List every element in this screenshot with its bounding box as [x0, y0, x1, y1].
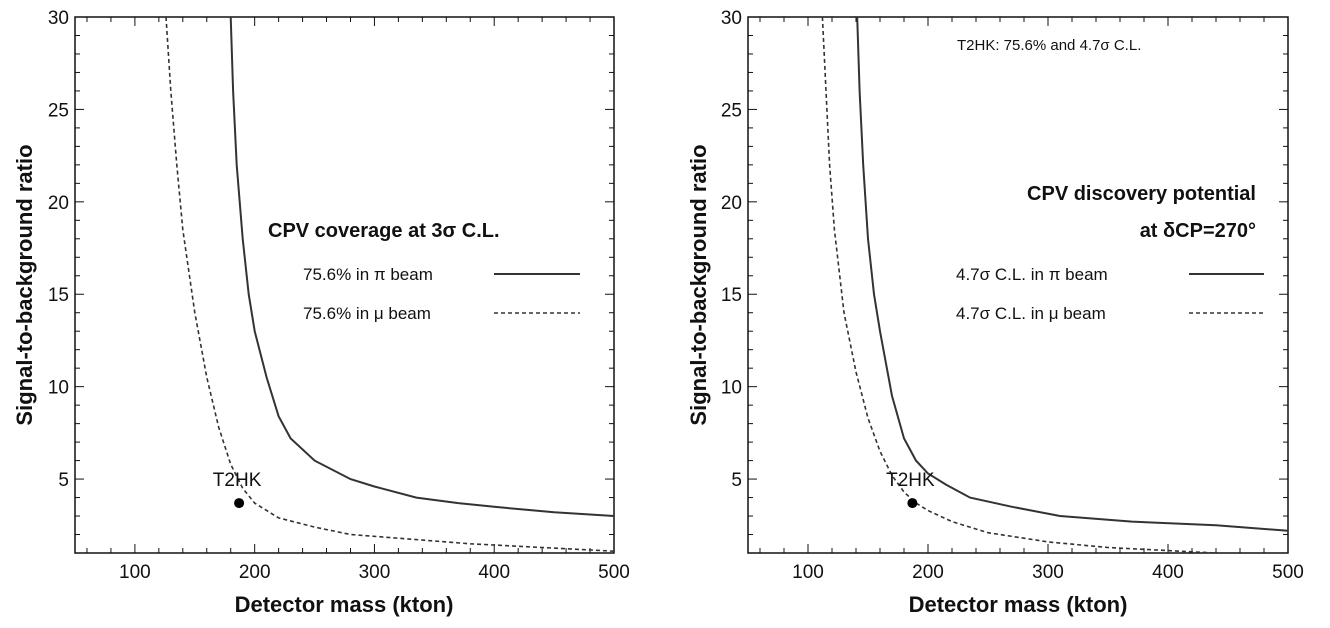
x-tick-label: 400	[478, 562, 510, 583]
x-tick-label: 200	[239, 562, 271, 583]
x-tick-label: 300	[1032, 562, 1064, 583]
y-tick-label: 5	[58, 470, 69, 491]
x-tick-label: 400	[1152, 562, 1184, 583]
x-tick-label: 100	[792, 562, 824, 583]
t2hk-label: T2HK	[886, 470, 935, 491]
plot-frame	[747, 16, 1289, 554]
panel-right: 100 200 300 400 500 5 10 15 20 25 30 T2HK Detecto…	[686, 8, 1304, 617]
curve-pi-beam	[229, 16, 615, 517]
x-axis-label: Detector mass (kton)	[909, 592, 1128, 617]
x-tick-label: 200	[912, 562, 944, 583]
legend-entry-solid: 75.6% in π beam	[303, 265, 433, 284]
y-tick-label: 30	[721, 8, 742, 29]
y-tick-label: 25	[48, 100, 69, 121]
tick-marks	[75, 16, 615, 553]
x-tick-label: 500	[1272, 562, 1304, 583]
y-tick-label: 30	[48, 8, 69, 29]
y-tick-label: 20	[721, 193, 742, 214]
y-tick-label: 5	[731, 470, 742, 491]
legend-entry-dashed: 4.7σ C.L. in μ beam	[956, 304, 1106, 323]
curves	[821, 16, 1289, 554]
x-tick-labels: 100 200 300 400 500	[792, 562, 1304, 583]
t2hk-point	[907, 498, 918, 509]
t2hk-point	[234, 498, 245, 509]
x-tick-label: 100	[119, 562, 151, 583]
y-axis-label: Signal-to-background ratio	[12, 144, 37, 425]
x-tick-label: 500	[598, 562, 630, 583]
y-tick-label: 10	[48, 378, 69, 399]
x-tick-labels: 100 200 300 400 500	[119, 562, 630, 583]
y-tick-labels: 5 10 15 20 25 30	[48, 8, 69, 491]
tick-marks	[748, 16, 1289, 553]
curves	[165, 16, 615, 552]
legend-entry-solid: 4.7σ C.L. in π beam	[956, 265, 1108, 284]
legend-title-line2: at δCP=270°	[1140, 220, 1256, 242]
y-tick-label: 15	[721, 285, 742, 306]
top-note: T2HK: 75.6% and 4.7σ C.L.	[957, 37, 1141, 54]
y-axis-label: Signal-to-background ratio	[686, 144, 711, 425]
legend-title: CPV coverage at 3σ C.L.	[268, 220, 500, 242]
curve-mu-beam	[821, 16, 1217, 554]
legend-title: CPV discovery potential	[1027, 183, 1256, 205]
x-axis-label: Detector mass (kton)	[235, 592, 454, 617]
x-tick-label: 300	[359, 562, 391, 583]
y-tick-label: 25	[721, 100, 742, 121]
curve-pi-beam	[856, 16, 1289, 532]
t2hk-label: T2HK	[213, 470, 262, 491]
curve-mu-beam	[165, 16, 615, 552]
panel-left: 100 200 300 400 500 5 10 15 20 25 30 T2HK Detecto…	[12, 8, 630, 617]
plot-frame	[74, 16, 615, 554]
legend-entry-dashed: 75.6% in μ beam	[303, 304, 431, 323]
y-tick-labels: 5 10 15 20 25 30	[721, 8, 742, 491]
y-tick-label: 20	[48, 193, 69, 214]
y-tick-label: 15	[48, 285, 69, 306]
y-tick-label: 10	[721, 378, 742, 399]
